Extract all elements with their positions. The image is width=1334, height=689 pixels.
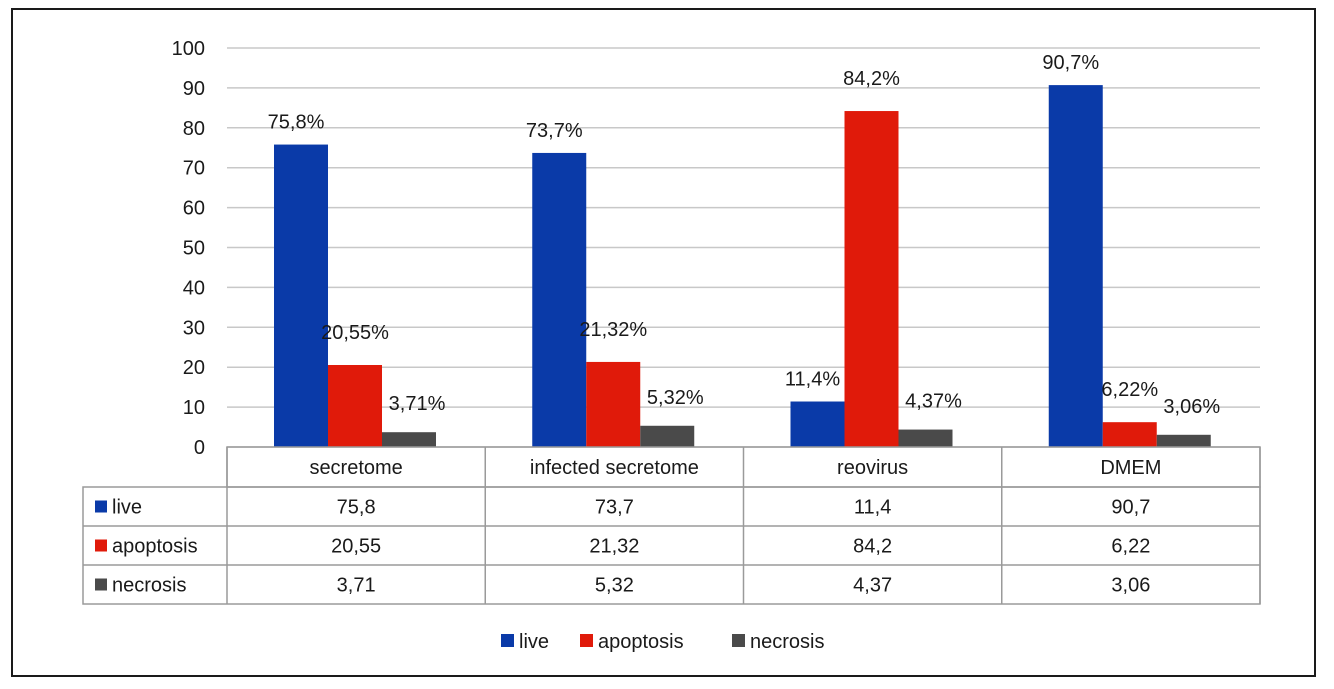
y-tick-label: 10 — [183, 397, 205, 419]
table-cell-apoptosis: 84,2 — [853, 536, 892, 558]
data-label-live: 90,7% — [1042, 52, 1099, 74]
y-tick-label: 100 — [172, 38, 205, 60]
data-label-live: 75,8% — [268, 112, 325, 134]
category-label: secretome — [309, 457, 402, 479]
data-label-live: 73,7% — [526, 120, 583, 142]
y-tick-label: 70 — [183, 158, 205, 180]
table-legend-key-apoptosis — [95, 539, 107, 552]
bar-live — [532, 152, 587, 447]
bar-apoptosis — [1102, 422, 1157, 447]
data-label-apoptosis: 6,22% — [1101, 379, 1158, 401]
chart-frame — [11, 8, 1316, 677]
table-cell-apoptosis: 20,55 — [331, 536, 381, 558]
table-cell-live: 73,7 — [595, 497, 634, 519]
data-label-necrosis: 4,37% — [905, 391, 962, 413]
table-row-label-live: live — [112, 497, 142, 519]
table-cell-apoptosis: 21,32 — [589, 536, 639, 558]
table-cell-necrosis: 3,71 — [337, 575, 376, 597]
category-label: infected secretome — [530, 457, 699, 479]
data-label-necrosis: 3,71% — [389, 393, 446, 415]
bar-live — [1048, 85, 1103, 448]
legend-swatch-live — [501, 634, 514, 647]
table-cell-live: 11,4 — [854, 497, 891, 519]
data-label-live: 11,4% — [785, 369, 840, 391]
table-legend-key-necrosis — [95, 578, 107, 591]
table-row-label-apoptosis: apoptosis — [112, 536, 198, 558]
data-label-necrosis: 3,06% — [1163, 396, 1220, 418]
legend-label-apoptosis: apoptosis — [598, 631, 684, 653]
table-cell-live: 90,7 — [1111, 497, 1150, 519]
table-cell-apoptosis: 6,22 — [1111, 536, 1150, 558]
legend-label-necrosis: necrosis — [750, 631, 824, 653]
y-tick-label: 50 — [183, 238, 205, 260]
table-cell-necrosis: 5,32 — [595, 575, 634, 597]
bar-apoptosis — [844, 111, 899, 448]
bar-apoptosis — [586, 361, 641, 447]
table-cell-live: 75,8 — [337, 497, 376, 519]
legend-label-live: live — [519, 631, 549, 653]
bar-live — [274, 144, 328, 448]
y-tick-label: 40 — [183, 277, 205, 299]
table-row-label-necrosis: necrosis — [112, 575, 186, 597]
category-label: reovirus — [837, 457, 908, 479]
table-legend-key-live — [95, 500, 107, 513]
bar-necrosis — [1156, 434, 1211, 447]
bar-necrosis — [898, 429, 953, 447]
data-label-apoptosis: 21,32% — [579, 319, 647, 341]
y-tick-label: 80 — [183, 118, 205, 140]
y-tick-label: 20 — [183, 357, 205, 379]
legend-swatch-apoptosis — [580, 634, 593, 647]
table-body — [82, 486, 1261, 605]
bar-apoptosis — [328, 365, 382, 447]
y-tick-label: 30 — [183, 317, 205, 339]
y-tick-label: 60 — [183, 198, 205, 220]
table-cell-necrosis: 3,06 — [1111, 575, 1150, 597]
bar-live — [790, 401, 845, 447]
bar-necrosis — [640, 425, 695, 447]
category-label: DMEM — [1100, 457, 1161, 479]
bar-necrosis — [382, 432, 436, 447]
y-tick-label: 90 — [183, 78, 205, 100]
table-cell-necrosis: 4,37 — [853, 575, 892, 597]
data-label-necrosis: 5,32% — [647, 387, 704, 409]
legend-swatch-necrosis — [732, 634, 745, 647]
data-label-apoptosis: 20,55% — [321, 322, 389, 344]
data-label-apoptosis: 84,2% — [843, 68, 900, 90]
y-tick-label: 0 — [194, 437, 205, 459]
